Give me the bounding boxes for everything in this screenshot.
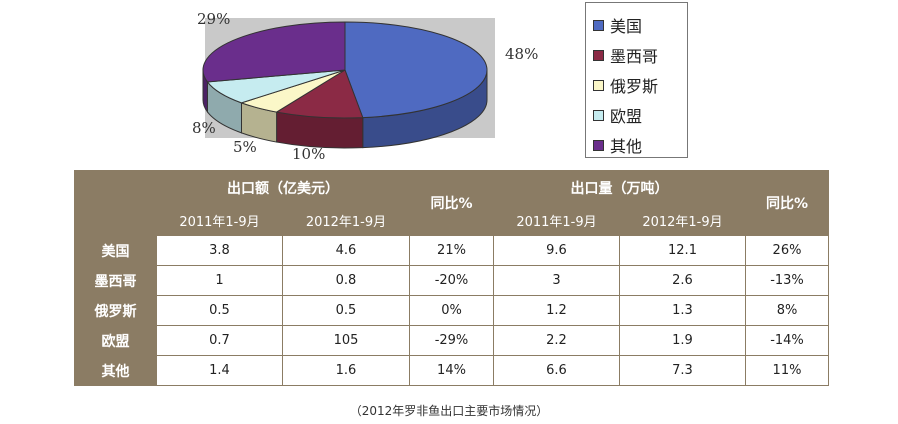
row-label-usa: 美国 bbox=[74, 235, 157, 266]
table-cell: 1.4 bbox=[156, 355, 283, 386]
table-cell: 9.6 bbox=[493, 235, 620, 266]
legend-label-russia: 俄罗斯 bbox=[610, 77, 659, 96]
subheader-volume-2012: 2012年1-9月 bbox=[619, 205, 746, 236]
header-export-volume: 出口量（万吨） bbox=[493, 170, 746, 206]
table-cell: -13% bbox=[745, 265, 829, 296]
row-label-eu: 欧盟 bbox=[74, 325, 157, 356]
slice-pct-label-other: 29% bbox=[197, 10, 231, 28]
table-cell: 1.9 bbox=[619, 325, 746, 356]
slice-pct-label-russia: 5% bbox=[233, 138, 257, 156]
legend-item-other: 其他 bbox=[593, 130, 687, 160]
table-row: 欧盟 0.7 105 -29% 2.2 1.9 -14% bbox=[74, 325, 829, 356]
pie-slice bbox=[344, 21, 488, 119]
table-cell: 6.6 bbox=[493, 355, 620, 386]
table-row: 美国 3.8 4.6 21% 9.6 12.1 26% bbox=[74, 235, 829, 266]
legend-swatch-other bbox=[593, 139, 604, 151]
table-row: 墨西哥 1 0.8 -20% 3 2.6 -13% bbox=[74, 265, 829, 296]
slice-pct-label-mexico: 10% bbox=[292, 145, 326, 163]
legend-label-other: 其他 bbox=[610, 137, 643, 156]
table-cell: -14% bbox=[745, 325, 829, 356]
table-cell: 11% bbox=[745, 355, 829, 386]
legend-swatch-usa bbox=[593, 19, 604, 31]
table-cell: 105 bbox=[282, 325, 410, 356]
table-corner-cell bbox=[74, 170, 157, 236]
header-yoy-amount: 同比% bbox=[409, 170, 494, 236]
slice-pct-label-usa: 48% bbox=[505, 45, 539, 63]
table-row: 其他 1.4 1.6 14% 6.6 7.3 11% bbox=[74, 355, 829, 386]
legend-item-eu: 欧盟 bbox=[593, 100, 687, 130]
header-yoy-volume: 同比% bbox=[745, 170, 829, 236]
legend-item-mexico: 墨西哥 bbox=[593, 40, 687, 70]
legend-swatch-russia bbox=[593, 79, 604, 91]
table-row: 俄罗斯 0.5 0.5 0% 1.2 1.3 8% bbox=[74, 295, 829, 326]
table-cell: 1.3 bbox=[619, 295, 746, 326]
table-cell: 12.1 bbox=[619, 235, 746, 266]
table-cell: 0% bbox=[409, 295, 494, 326]
table-cell: 14% bbox=[409, 355, 494, 386]
table-cell: 4.6 bbox=[282, 235, 410, 266]
legend-label-mexico: 墨西哥 bbox=[610, 47, 659, 66]
table-cell: 3.8 bbox=[156, 235, 283, 266]
subheader-amount-2011: 2011年1-9月 bbox=[156, 205, 283, 236]
table-cell: 1.2 bbox=[493, 295, 620, 326]
table-cell: 0.5 bbox=[156, 295, 283, 326]
legend-item-russia: 俄罗斯 bbox=[593, 70, 687, 100]
table-cell: 7.3 bbox=[619, 355, 746, 386]
table-cell: -20% bbox=[409, 265, 494, 296]
table-cell: 3 bbox=[493, 265, 620, 296]
pie-svg bbox=[202, 21, 488, 149]
chart-legend: 美国 墨西哥 俄罗斯 欧盟 其他 bbox=[585, 2, 688, 158]
table-cell: 1 bbox=[156, 265, 283, 296]
figure-caption: （2012年罗非鱼出口主要市场情况） bbox=[349, 404, 549, 418]
legend-swatch-eu bbox=[593, 109, 604, 121]
header-export-amount: 出口额（亿美元） bbox=[156, 170, 410, 206]
pie-slice bbox=[275, 69, 364, 119]
row-label-mexico: 墨西哥 bbox=[74, 265, 157, 296]
table-cell: 1.6 bbox=[282, 355, 410, 386]
table-cell: 26% bbox=[745, 235, 829, 266]
row-label-russia: 俄罗斯 bbox=[74, 295, 157, 326]
table-cell: 0.8 bbox=[282, 265, 410, 296]
slice-pct-label-eu: 8% bbox=[192, 119, 216, 137]
table-cell: 8% bbox=[745, 295, 829, 326]
legend-label-usa: 美国 bbox=[610, 17, 643, 36]
legend-item-usa: 美国 bbox=[593, 10, 687, 40]
table-cell: 2.6 bbox=[619, 265, 746, 296]
pie-slice bbox=[202, 21, 346, 83]
subheader-amount-2012: 2012年1-9月 bbox=[282, 205, 410, 236]
pie-chart: 48% 10% 5% 8% 29% bbox=[192, 8, 550, 168]
table-cell: 21% bbox=[409, 235, 494, 266]
row-label-other: 其他 bbox=[74, 355, 157, 386]
subheader-volume-2011: 2011年1-9月 bbox=[493, 205, 620, 236]
table-cell: 2.2 bbox=[493, 325, 620, 356]
table-cell: 0.7 bbox=[156, 325, 283, 356]
market-data-table: 出口额（亿美元） 同比% 出口量（万吨） 同比% 2011年1-9月 2012年… bbox=[74, 170, 829, 386]
legend-label-eu: 欧盟 bbox=[610, 107, 643, 126]
legend-swatch-mexico bbox=[593, 49, 604, 61]
table-cell: 0.5 bbox=[282, 295, 410, 326]
table-cell: -29% bbox=[409, 325, 494, 356]
